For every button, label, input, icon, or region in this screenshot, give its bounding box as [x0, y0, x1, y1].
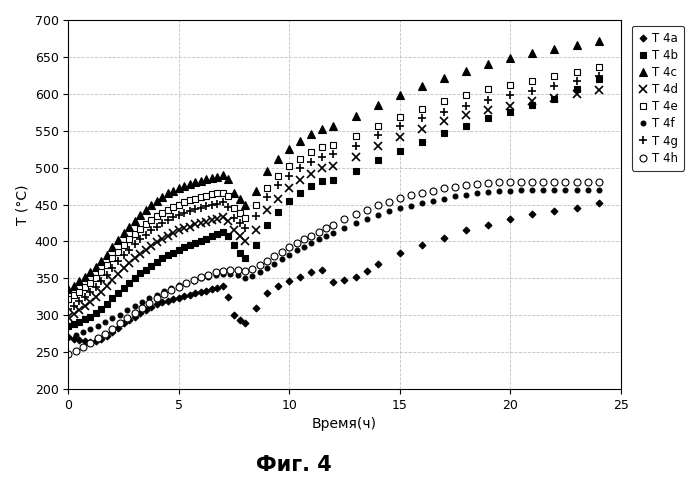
T 4b — [141, 267, 150, 273]
T 4g — [594, 73, 603, 79]
T 4e — [462, 93, 470, 98]
T 4d — [462, 112, 470, 118]
T 4b — [594, 76, 603, 82]
T 4a — [103, 333, 111, 339]
T 4d — [64, 314, 73, 320]
T 4h — [152, 295, 161, 301]
Line: T 4b: T 4b — [65, 76, 602, 329]
Line: T 4h: T 4h — [65, 178, 602, 357]
T 4h — [64, 351, 73, 357]
T 4f — [152, 292, 161, 298]
Line: T 4a: T 4a — [66, 201, 601, 344]
T 4d — [141, 247, 150, 252]
T 4c — [329, 123, 338, 129]
T 4a — [572, 204, 581, 210]
T 4h — [517, 179, 526, 184]
T 4h — [594, 179, 603, 184]
T 4a — [141, 307, 150, 313]
T 4b — [236, 250, 244, 255]
T 4a — [125, 317, 134, 323]
Legend: T 4a, T 4b, T 4c, T 4d, T 4e, T 4f, T 4g, T 4h: T 4a, T 4b, T 4c, T 4d, T 4e, T 4f, T 4g… — [632, 26, 684, 170]
T 4d — [236, 233, 244, 239]
T 4f — [219, 271, 227, 277]
T 4g — [236, 220, 244, 226]
T 4b — [252, 242, 260, 248]
T 4g — [462, 103, 470, 108]
T 4g — [64, 307, 73, 312]
T 4c — [230, 190, 238, 196]
T 4g — [252, 213, 260, 218]
Line: T 4f: T 4f — [66, 187, 601, 340]
T 4c — [594, 38, 603, 44]
T 4f — [64, 335, 73, 340]
T 4c — [236, 196, 244, 202]
Line: T 4d: T 4d — [64, 86, 603, 321]
T 4e — [230, 205, 238, 211]
T 4f — [329, 230, 338, 236]
Text: Фиг. 4: Фиг. 4 — [256, 455, 331, 475]
T 4e — [141, 222, 150, 228]
T 4h — [300, 236, 308, 242]
T 4e — [252, 203, 260, 208]
T 4d — [594, 87, 603, 93]
T 4h — [506, 179, 514, 184]
T 4b — [230, 242, 238, 248]
T 4d — [230, 228, 238, 233]
T 4a — [86, 339, 94, 345]
T 4a — [484, 222, 492, 228]
T 4g — [230, 215, 238, 221]
T 4f — [167, 285, 175, 291]
T 4e — [594, 64, 603, 70]
T 4g — [329, 152, 338, 157]
Line: T 4g: T 4g — [64, 72, 603, 313]
T 4d — [252, 227, 260, 232]
T 4b — [462, 123, 470, 129]
T 4f — [517, 187, 526, 192]
T 4f — [594, 187, 603, 192]
Y-axis label: T (°C): T (°C) — [15, 184, 29, 225]
T 4h — [167, 288, 175, 293]
Line: T 4c: T 4c — [64, 37, 603, 293]
T 4h — [219, 268, 227, 274]
T 4a — [180, 293, 189, 299]
X-axis label: Время(ч): Время(ч) — [312, 418, 377, 432]
T 4f — [506, 188, 514, 193]
T 4c — [64, 287, 73, 292]
T 4h — [329, 222, 338, 228]
T 4f — [300, 244, 308, 250]
T 4a — [64, 335, 73, 340]
Line: T 4e: T 4e — [65, 64, 602, 302]
T 4b — [329, 177, 338, 183]
T 4e — [64, 296, 73, 302]
T 4e — [236, 211, 244, 216]
T 4c — [141, 207, 150, 213]
T 4a — [594, 200, 603, 206]
T 4c — [462, 68, 470, 74]
T 4e — [329, 142, 338, 148]
T 4c — [252, 188, 260, 194]
T 4d — [329, 163, 338, 169]
T 4b — [64, 324, 73, 329]
T 4g — [141, 232, 150, 238]
